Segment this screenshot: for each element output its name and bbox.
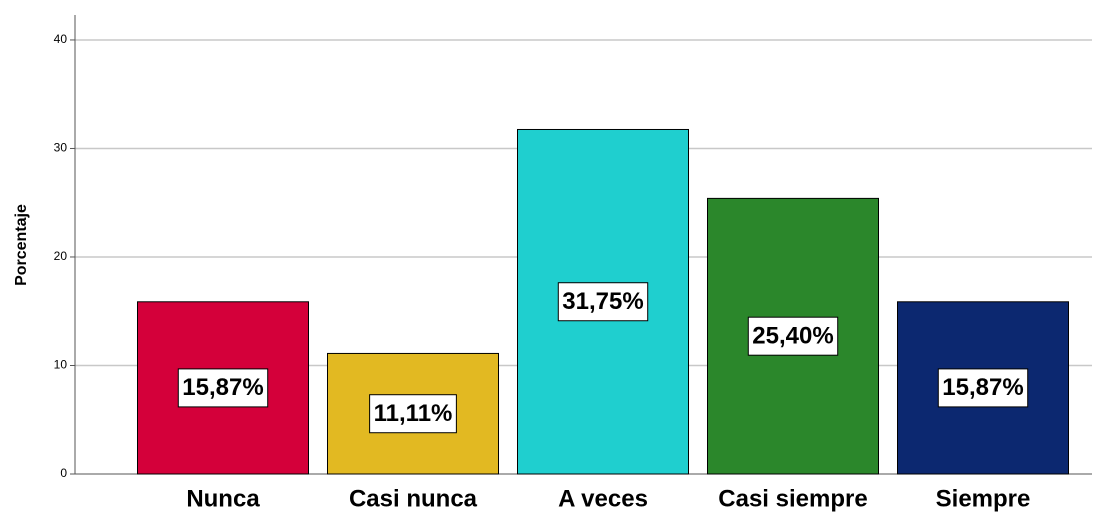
value-label: 31,75%	[562, 288, 643, 315]
y-tick-label: 10	[54, 358, 68, 372]
value-label-box	[747, 316, 839, 356]
x-tick-label: Casi siempre	[718, 485, 867, 512]
value-label-box	[937, 368, 1029, 408]
value-label: 15,87%	[942, 374, 1023, 401]
value-label: 25,40%	[752, 323, 833, 350]
y-tick-label: 0	[60, 466, 67, 480]
y-tick-label: 40	[54, 32, 68, 46]
x-tick-label: Casi nunca	[349, 485, 478, 512]
value-label-box	[177, 368, 269, 408]
value-label: 15,87%	[182, 374, 263, 401]
value-label-box	[369, 394, 457, 434]
value-label-box	[557, 282, 649, 322]
y-tick-label: 20	[54, 249, 68, 263]
x-tick-label: Siempre	[936, 485, 1031, 512]
x-tick-label: A veces	[558, 485, 648, 512]
value-label: 11,11%	[374, 400, 453, 427]
y-tick-label: 30	[54, 141, 68, 155]
y-axis-title: Porcentaje	[13, 204, 30, 286]
x-tick-label: Nunca	[186, 485, 260, 512]
